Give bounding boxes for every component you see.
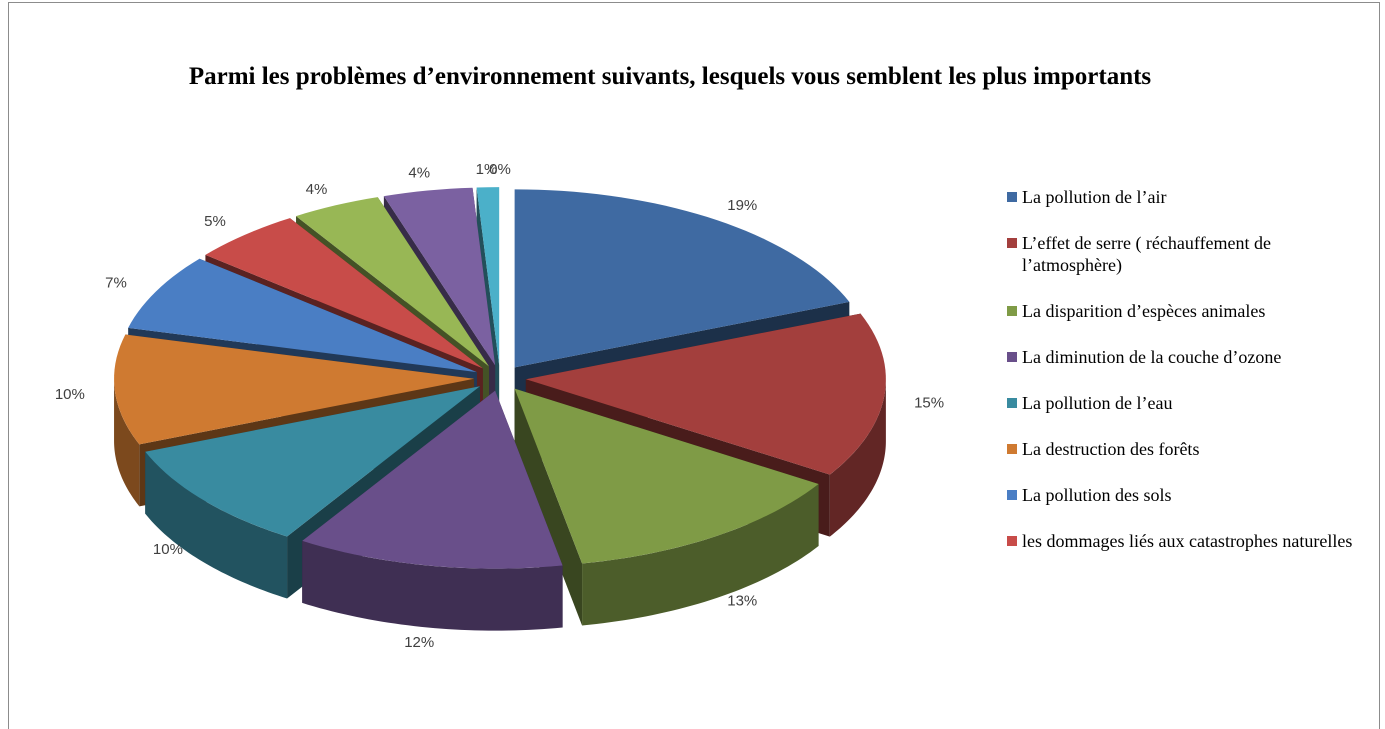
legend-swatch bbox=[1007, 352, 1017, 362]
legend-swatch bbox=[1007, 490, 1017, 500]
legend-item: La disparition d’espèces animales bbox=[1007, 300, 1367, 322]
slice-top bbox=[476, 187, 500, 366]
data-label: 19% bbox=[727, 197, 757, 214]
data-label: 10% bbox=[55, 386, 85, 403]
slice-top bbox=[114, 334, 475, 445]
legend-label: La pollution de l’air bbox=[1022, 187, 1167, 207]
data-label: 15% bbox=[914, 394, 944, 411]
slice bbox=[302, 390, 563, 631]
slice-top bbox=[145, 386, 480, 537]
legend-label: La destruction des forêts bbox=[1022, 439, 1200, 459]
legend: La pollution de l’air L’effet de serre ( … bbox=[1007, 186, 1367, 552]
data-label: 4% bbox=[408, 165, 430, 182]
legend-label: La pollution de l’eau bbox=[1022, 393, 1173, 413]
legend-item: La pollution des sols bbox=[1007, 484, 1367, 506]
slice-top bbox=[514, 388, 819, 564]
data-label: 4% bbox=[306, 181, 328, 198]
legend-swatch bbox=[1007, 238, 1017, 248]
legend-label: La pollution des sols bbox=[1022, 485, 1172, 505]
legend-swatch bbox=[1007, 306, 1017, 316]
legend-swatch bbox=[1007, 536, 1017, 546]
data-label: 0% bbox=[489, 161, 511, 178]
legend-label: La disparition d’espèces animales bbox=[1022, 301, 1266, 321]
slice-wall bbox=[302, 540, 563, 631]
legend-swatch bbox=[1007, 444, 1017, 454]
slice-wall bbox=[145, 451, 288, 599]
slice-top bbox=[514, 189, 850, 368]
chart-title: Parmi les problèmes d’environnement suiv… bbox=[188, 63, 1152, 90]
slice bbox=[514, 388, 819, 626]
slice-top bbox=[205, 218, 483, 369]
legend-item: les dommages liés aux catastrophes natur… bbox=[1007, 530, 1367, 552]
legend-label: les dommages liés aux catastrophes natur… bbox=[1022, 531, 1353, 551]
legend-item: La pollution de l’eau bbox=[1007, 392, 1367, 414]
legend-label: La diminution de la couche d’ozone bbox=[1022, 347, 1282, 367]
slice-top bbox=[302, 390, 563, 569]
slice-wall bbox=[114, 378, 140, 507]
data-label: 7% bbox=[105, 275, 127, 292]
data-label: 10% bbox=[153, 541, 183, 558]
data-label: 1% bbox=[476, 161, 498, 178]
legend-item: L’effet de serre ( réchauffement de l’at… bbox=[1007, 232, 1367, 276]
legend-item: La pollution de l’air bbox=[1007, 186, 1367, 208]
slice-top bbox=[525, 313, 886, 475]
data-label: 13% bbox=[727, 592, 757, 609]
slice-top bbox=[383, 187, 496, 366]
slice-wall bbox=[829, 379, 886, 537]
data-label: 12% bbox=[404, 634, 434, 651]
chart-frame bbox=[8, 2, 1380, 729]
legend-item: La diminution de la couche d’ozone bbox=[1007, 346, 1367, 368]
legend-item: La destruction des forêts bbox=[1007, 438, 1367, 460]
data-label: 5% bbox=[204, 213, 226, 230]
legend-swatch bbox=[1007, 398, 1017, 408]
slice-wall bbox=[582, 484, 819, 626]
legend-label: L’effet de serre ( réchauffement de l’at… bbox=[1022, 233, 1272, 275]
slice-side bbox=[514, 388, 583, 626]
slice-top bbox=[296, 197, 489, 367]
legend-swatch bbox=[1007, 192, 1017, 202]
slice-top bbox=[128, 258, 477, 373]
